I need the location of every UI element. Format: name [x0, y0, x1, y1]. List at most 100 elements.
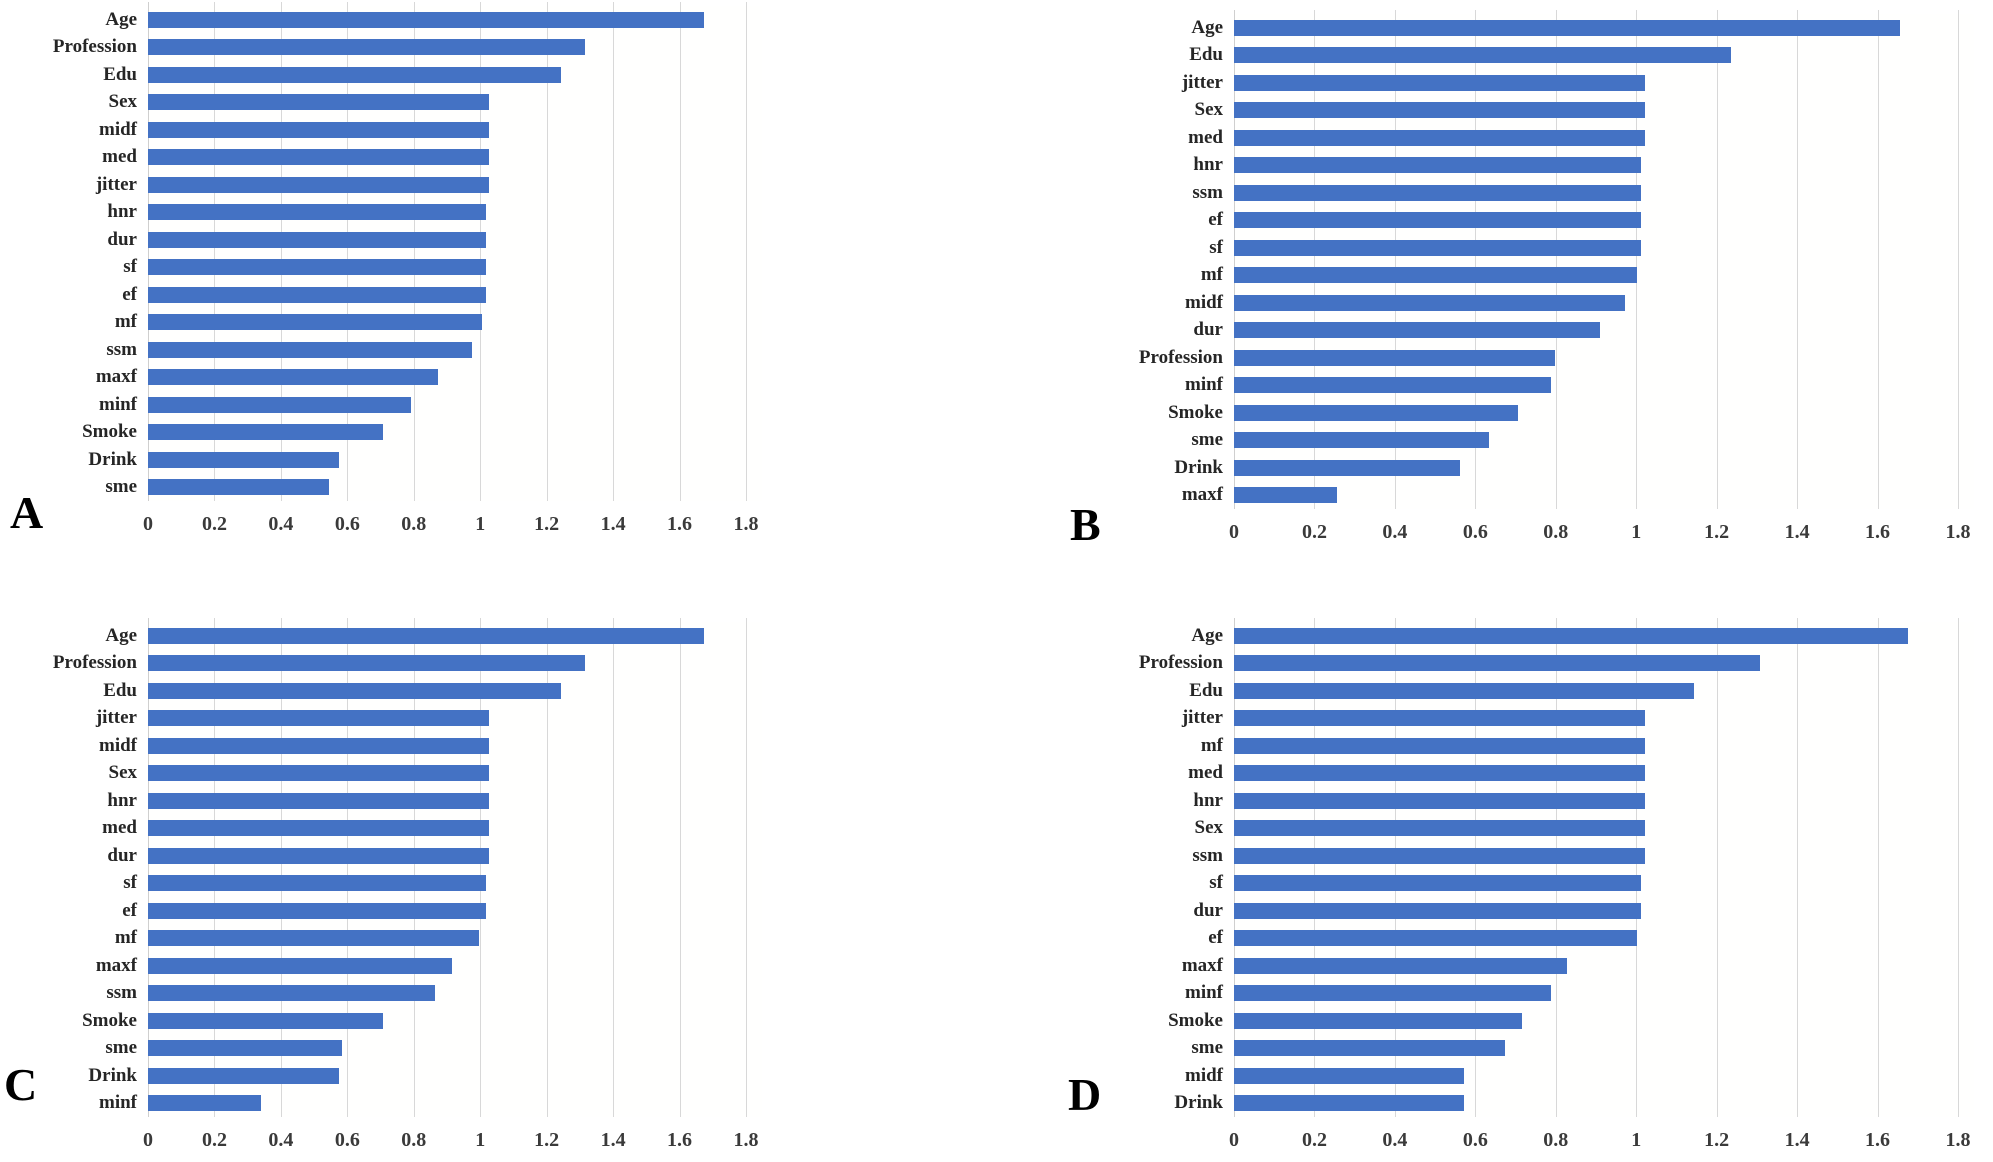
chart-d: Age Profession Edu jitter mf med hnr Sex ssm sf du…	[1062, 618, 1974, 1117]
bar	[148, 66, 561, 83]
category-label: sme	[1191, 1037, 1223, 1059]
chart-a: Age Profession Edu Sex midf med jitter hnr dur sf…	[8, 2, 762, 501]
gridline	[1234, 10, 1235, 509]
gridline	[1636, 618, 1638, 1117]
bar-row	[1234, 42, 1974, 70]
x-tick-label: 0.4	[1382, 1129, 1408, 1151]
x-tick-label: 0.2	[1301, 521, 1327, 543]
category-label: hnr	[1193, 789, 1223, 811]
x-tick-label: 1.6	[1865, 1129, 1891, 1151]
bar	[148, 792, 490, 809]
category-label: sf	[1209, 236, 1223, 258]
gridline	[413, 618, 415, 1117]
bar-row	[1234, 69, 1974, 97]
bar-row	[148, 760, 762, 788]
category-label: Edu	[103, 679, 137, 701]
bar	[1234, 239, 1641, 256]
category-label: dur	[1193, 319, 1223, 341]
bar	[1234, 487, 1337, 504]
gridline	[480, 618, 482, 1117]
bar-row	[1234, 897, 1974, 925]
category-label: minf	[99, 1092, 137, 1114]
bar-row	[1234, 1035, 1974, 1063]
bar	[148, 1012, 384, 1029]
gridline	[280, 2, 282, 501]
gridline	[214, 2, 216, 501]
bar	[148, 424, 384, 441]
bar-row	[148, 622, 762, 650]
bar	[1234, 404, 1518, 421]
bar-row	[148, 677, 762, 705]
bar-row	[1234, 980, 1974, 1008]
gridline	[280, 618, 282, 1117]
x-tick-label: 1	[1631, 1129, 1642, 1151]
bar-row	[1234, 1007, 1974, 1035]
bar	[1234, 710, 1646, 727]
bar-row	[148, 6, 762, 34]
bar	[1234, 902, 1641, 919]
bar	[1234, 74, 1646, 91]
category-label: ssm	[1192, 181, 1223, 203]
bar	[148, 875, 486, 892]
bar-row	[148, 144, 762, 172]
bar-rows	[1234, 14, 1974, 509]
category-label: Drink	[1174, 456, 1223, 478]
bar-rows	[148, 6, 762, 501]
bar-row	[148, 364, 762, 392]
bar	[148, 985, 435, 1002]
x-tick-label: 0.6	[1462, 1129, 1488, 1151]
category-labels: Age Edu jitter Sex med hnr ssm ef sf mf midf dur Pro…	[1062, 14, 1234, 509]
bar	[148, 396, 411, 413]
bar	[1234, 765, 1646, 782]
category-label: maxf	[95, 366, 137, 388]
x-tick-label: 1.2	[1704, 1129, 1730, 1151]
gridline	[1877, 10, 1879, 509]
bar	[1234, 19, 1900, 36]
plot-area	[1234, 618, 1974, 1117]
category-label: Smoke	[82, 1009, 137, 1031]
x-tick-label: 0	[143, 1129, 153, 1151]
category-label: Drink	[88, 448, 137, 470]
x-tick-label: 0.8	[1543, 1129, 1569, 1151]
category-label: Sex	[1194, 99, 1224, 121]
category-label: sme	[105, 1037, 137, 1059]
bar-row	[1234, 705, 1974, 733]
category-label: sme	[105, 476, 137, 498]
x-tick-label: 0.4	[268, 513, 294, 535]
gridline	[214, 618, 216, 1117]
category-label: ef	[122, 283, 137, 305]
x-tick-label: 1	[475, 513, 486, 535]
bar	[1234, 655, 1761, 672]
bar	[1234, 737, 1646, 754]
bar	[1234, 957, 1567, 974]
x-tick-label: 0.2	[1301, 1129, 1327, 1151]
panel-b: Age Edu jitter Sex med hnr ssm ef sf mf midf dur Pro…	[1062, 10, 1974, 547]
x-tick-label: 1.4	[600, 513, 626, 535]
category-label: sf	[1209, 872, 1223, 894]
bar-row	[1234, 925, 1974, 953]
x-axis: 0 0.2 0.4 0.6 0.8 1 1.2 1.4 1.6 1.8	[1229, 521, 1974, 547]
category-label: Sex	[108, 762, 138, 784]
gridlines	[1234, 10, 1959, 509]
bar	[148, 231, 486, 248]
x-tick-label: 1.8	[1945, 521, 1971, 543]
gridline	[1716, 10, 1718, 509]
bar-row	[1234, 482, 1974, 510]
category-label: Profession	[1138, 346, 1223, 368]
bar	[1234, 459, 1461, 476]
bar-row	[148, 952, 762, 980]
bar	[1234, 349, 1555, 366]
bar-row	[148, 171, 762, 199]
category-label: ef	[122, 899, 137, 921]
bar-row	[1234, 454, 1974, 482]
bar-row	[148, 925, 762, 953]
bar	[148, 479, 329, 496]
gridline	[1877, 618, 1879, 1117]
panel-c: Age Profession Edu jitter midf Sex hnr med dur sf…	[8, 618, 762, 1155]
bar	[148, 259, 486, 276]
gridline	[613, 2, 615, 501]
category-label: Sex	[1194, 817, 1224, 839]
gridline	[1475, 618, 1477, 1117]
bar	[1234, 267, 1637, 284]
x-tick-label: 0.2	[201, 1129, 227, 1151]
